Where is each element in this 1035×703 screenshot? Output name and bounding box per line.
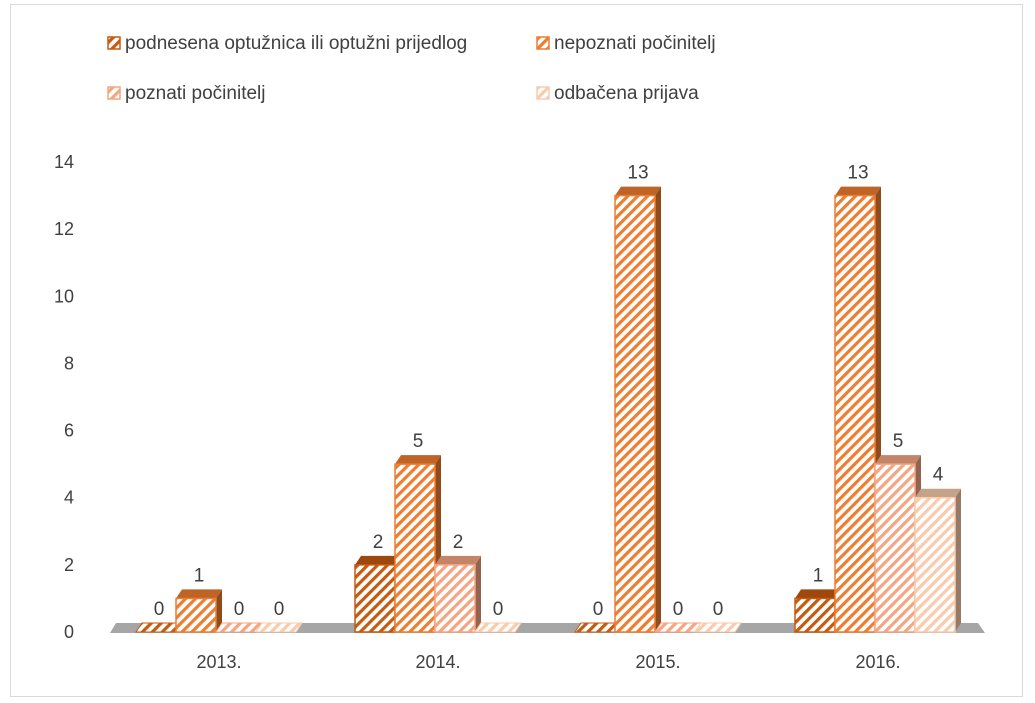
chart-floor — [110, 623, 985, 633]
bar — [694, 622, 742, 633]
data-labels: 0 1 0 0 2 5 2 0 0 13 0 0 1 13 5 4 — [154, 163, 944, 620]
bar — [434, 555, 481, 633]
bar — [574, 622, 622, 633]
bar — [135, 622, 183, 633]
bar — [834, 186, 881, 633]
data-label: 13 — [847, 163, 868, 184]
bar — [215, 622, 263, 633]
legend-key-2 — [107, 86, 121, 100]
legend-key-1 — [536, 36, 550, 50]
data-label: 0 — [673, 599, 684, 620]
bar — [874, 455, 921, 633]
y-tick-label: 2 — [64, 555, 74, 575]
bars — [135, 186, 961, 633]
x-category-label: 2016. — [855, 652, 900, 672]
data-label: 1 — [194, 565, 205, 586]
data-label: 0 — [493, 599, 504, 620]
bar — [394, 455, 441, 633]
floor-plane — [110, 623, 985, 633]
y-tick-label: 14 — [54, 152, 74, 172]
x-category-label: 2013. — [196, 652, 241, 672]
legend-label-1: nepoznati počinitelj — [554, 33, 716, 54]
data-label: 0 — [154, 599, 165, 620]
data-label: 1 — [813, 565, 824, 586]
data-label: 2 — [373, 532, 384, 553]
legend: podnesena optužnica ili optužni prijedlo… — [107, 33, 716, 104]
x-axis: 2013. 2014. 2015. 2016. — [196, 652, 900, 672]
x-category-label: 2014. — [415, 652, 460, 672]
data-label: 2 — [453, 532, 464, 553]
data-label: 5 — [893, 431, 904, 452]
legend-label-3: odbačena prijava — [554, 83, 699, 104]
y-tick-label: 12 — [54, 219, 74, 239]
data-label: 0 — [234, 599, 245, 620]
y-tick-label: 8 — [64, 353, 74, 373]
bar — [175, 589, 222, 633]
data-label: 0 — [713, 599, 724, 620]
bar — [255, 622, 303, 633]
y-tick-label: 6 — [64, 421, 74, 441]
y-axis: 0 2 4 6 8 10 12 14 — [54, 152, 74, 642]
y-tick-label: 0 — [64, 622, 74, 642]
data-label: 4 — [933, 465, 944, 486]
legend-label-0: podnesena optužnica ili optužni prijedlo… — [125, 33, 467, 54]
bar — [614, 186, 661, 633]
legend-label-2: poznati počinitelj — [125, 83, 265, 104]
legend-key-0 — [107, 36, 121, 50]
bar — [654, 622, 702, 633]
bar — [914, 488, 961, 633]
x-category-label: 2015. — [635, 652, 680, 672]
legend-key-3 — [536, 86, 550, 100]
bar — [794, 589, 841, 633]
y-tick-label: 10 — [54, 286, 74, 306]
data-label: 0 — [593, 599, 604, 620]
data-label: 5 — [413, 431, 424, 452]
data-label: 0 — [274, 599, 285, 620]
bar — [474, 622, 522, 633]
y-tick-label: 4 — [64, 488, 74, 508]
bar — [354, 555, 401, 633]
data-label: 13 — [627, 163, 648, 184]
